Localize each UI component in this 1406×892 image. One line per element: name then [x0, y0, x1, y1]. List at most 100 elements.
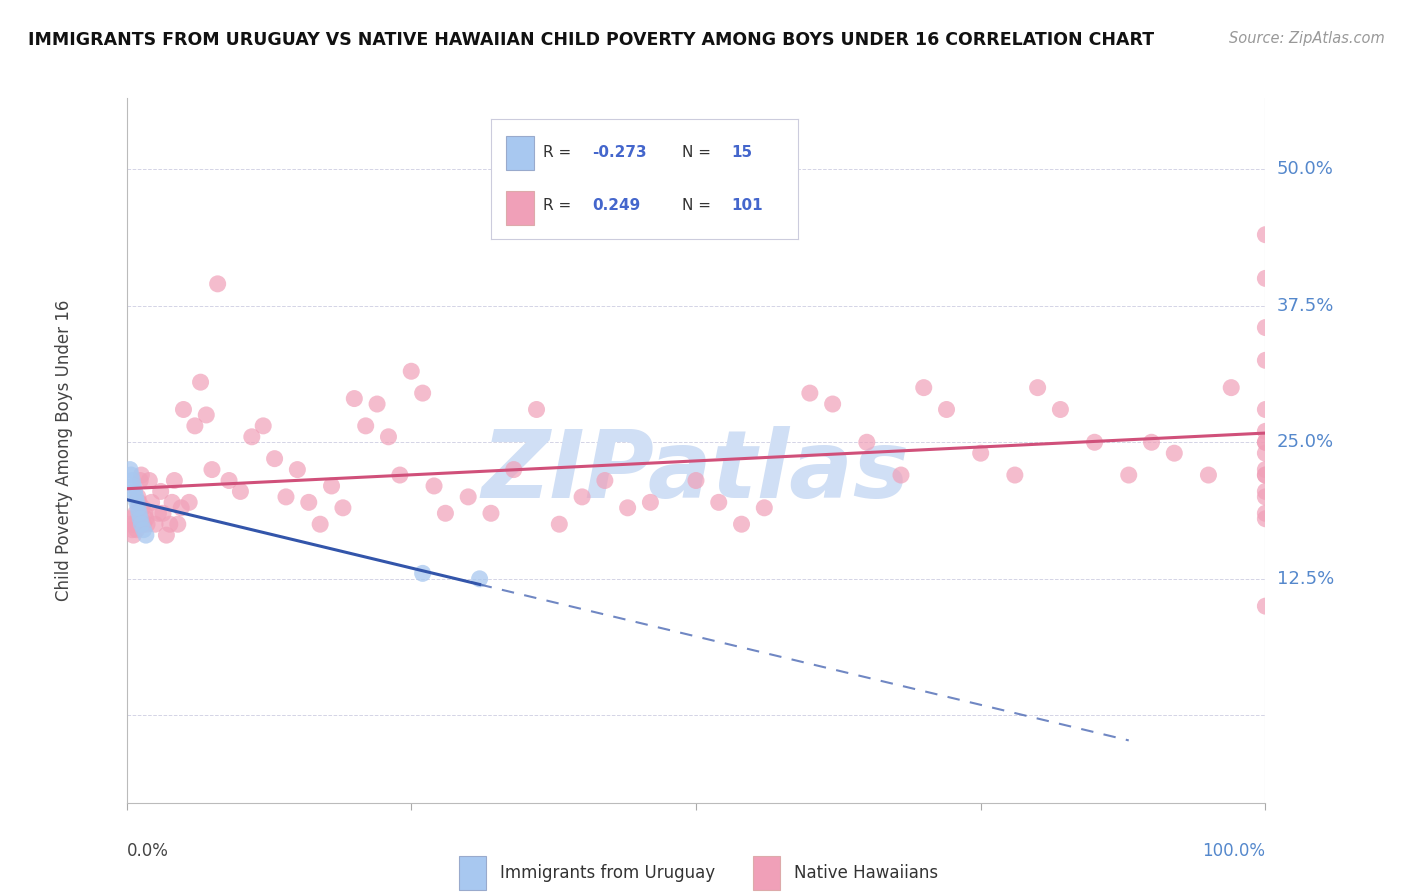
Point — [1254, 484, 1277, 499]
Point — [309, 517, 332, 532]
Point — [640, 495, 662, 509]
Point — [332, 500, 354, 515]
Text: 50.0%: 50.0% — [1277, 161, 1333, 178]
Point — [287, 462, 309, 476]
Point — [136, 517, 159, 532]
Point — [124, 517, 146, 532]
Point — [166, 517, 188, 532]
Point — [179, 495, 201, 509]
Point — [479, 506, 502, 520]
Point — [125, 523, 148, 537]
Point — [128, 495, 150, 509]
Point — [127, 500, 149, 515]
Point — [754, 500, 776, 515]
Point — [1254, 599, 1277, 614]
Point — [118, 462, 141, 476]
Point — [1254, 468, 1277, 483]
Point — [730, 517, 752, 532]
Point — [1140, 435, 1163, 450]
Point — [263, 451, 285, 466]
Point — [935, 402, 957, 417]
Point — [401, 364, 423, 378]
Point — [1049, 402, 1071, 417]
Point — [1254, 435, 1277, 450]
Text: 37.5%: 37.5% — [1277, 297, 1334, 315]
Point — [122, 528, 145, 542]
Point — [912, 381, 935, 395]
Point — [821, 397, 844, 411]
Text: Source: ZipAtlas.com: Source: ZipAtlas.com — [1229, 31, 1385, 46]
Point — [124, 484, 146, 499]
Point — [172, 402, 194, 417]
Text: 100.0%: 100.0% — [1202, 842, 1265, 860]
Point — [201, 462, 224, 476]
Point — [160, 495, 183, 509]
Point — [593, 474, 616, 488]
Point — [122, 479, 145, 493]
Point — [321, 479, 343, 493]
Point — [1198, 468, 1220, 483]
Point — [207, 277, 229, 291]
Point — [138, 474, 160, 488]
Point — [149, 484, 172, 499]
Point — [195, 408, 218, 422]
Point — [124, 506, 146, 520]
Point — [1004, 468, 1026, 483]
Point — [229, 484, 252, 499]
Point — [120, 517, 142, 532]
Point — [799, 386, 821, 401]
Point — [129, 512, 152, 526]
Text: IMMIGRANTS FROM URUGUAY VS NATIVE HAWAIIAN CHILD POVERTY AMONG BOYS UNDER 16 COR: IMMIGRANTS FROM URUGUAY VS NATIVE HAWAII… — [28, 31, 1154, 49]
Point — [274, 490, 297, 504]
Point — [434, 506, 457, 520]
Text: 25.0%: 25.0% — [1277, 434, 1334, 451]
Text: Child Poverty Among Boys Under 16: Child Poverty Among Boys Under 16 — [55, 300, 73, 601]
Point — [1254, 402, 1277, 417]
Point — [685, 474, 707, 488]
Point — [388, 468, 411, 483]
Point — [132, 517, 155, 532]
Point — [1254, 425, 1277, 439]
Point — [141, 495, 163, 509]
Point — [135, 512, 157, 526]
Point — [1163, 446, 1185, 460]
Point — [159, 517, 181, 532]
Point — [855, 435, 877, 450]
Point — [1118, 468, 1140, 483]
Point — [298, 495, 321, 509]
Point — [526, 402, 548, 417]
Point — [148, 506, 170, 520]
Point — [127, 490, 149, 504]
Point — [1026, 381, 1049, 395]
Point — [143, 517, 166, 532]
Point — [970, 446, 993, 460]
Text: 0.0%: 0.0% — [127, 842, 169, 860]
Point — [129, 474, 152, 488]
Point — [457, 490, 479, 504]
Point — [134, 506, 156, 520]
Point — [1254, 353, 1277, 368]
Point — [135, 528, 157, 542]
Point — [218, 474, 240, 488]
Point — [128, 506, 150, 520]
Point — [502, 462, 524, 476]
Point — [1084, 435, 1107, 450]
Point — [240, 430, 263, 444]
Point — [1220, 381, 1243, 395]
Point — [152, 506, 174, 520]
Point — [1254, 506, 1277, 520]
Point — [131, 468, 153, 483]
Point — [184, 418, 207, 433]
Point — [132, 523, 155, 537]
Point — [1254, 271, 1277, 285]
Point — [412, 566, 434, 581]
Point — [1254, 320, 1277, 334]
Point — [1254, 512, 1277, 526]
Point — [163, 474, 186, 488]
Point — [190, 375, 212, 389]
Point — [1254, 462, 1277, 476]
Point — [616, 500, 638, 515]
Point — [124, 490, 146, 504]
Point — [366, 397, 388, 411]
Point — [155, 528, 177, 542]
